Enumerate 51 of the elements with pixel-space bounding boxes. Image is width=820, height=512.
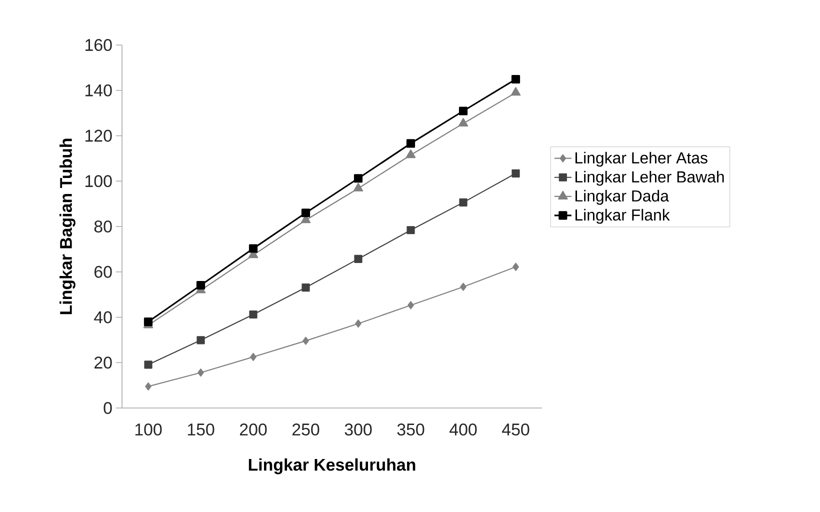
x-tick-label: 300 — [344, 424, 372, 436]
y-tick-label: 0 — [104, 402, 112, 414]
point — [302, 283, 310, 292]
point — [460, 282, 466, 291]
x-tick-label: 200 — [240, 424, 267, 436]
x-axis-title: Lingkar Keseluruhan — [248, 458, 416, 474]
point — [301, 208, 310, 218]
point — [406, 139, 416, 148]
point — [406, 226, 415, 234]
point — [408, 301, 414, 310]
point — [354, 174, 363, 183]
x-tick-label: 150 — [188, 424, 214, 436]
y-tick-label: 100 — [86, 175, 112, 188]
y-tick-label: 80 — [94, 220, 112, 232]
point — [459, 198, 468, 206]
point — [458, 106, 468, 116]
y-tick-label: 140 — [86, 84, 112, 96]
point — [511, 74, 520, 84]
point — [510, 87, 521, 96]
legend-label: Lingkar Flank — [576, 208, 670, 224]
point — [248, 244, 258, 253]
point — [145, 382, 152, 390]
point — [353, 182, 364, 192]
legend-label: Lingkar Leher Bawah — [576, 170, 724, 186]
x-tick-label: 350 — [397, 424, 424, 436]
legend-label: Lingkar Leher Atas — [576, 152, 708, 167]
legend-label: Lingkar Dada — [576, 190, 669, 205]
y-axis-title: Lingkar Bagian Tubuh — [60, 138, 76, 314]
point — [302, 336, 309, 345]
y-tick-label: 40 — [94, 311, 112, 324]
point — [249, 310, 258, 319]
point — [354, 254, 362, 263]
point — [512, 169, 520, 178]
x-tick-label: 400 — [450, 424, 477, 436]
point — [458, 118, 468, 127]
x-tick-label: 100 — [135, 424, 162, 436]
point — [198, 368, 204, 377]
y-tick-label: 160 — [86, 38, 112, 51]
y-tick-label: 60 — [94, 266, 112, 278]
point — [144, 317, 153, 326]
point — [355, 320, 362, 328]
x-tick-label: 250 — [292, 424, 320, 436]
point — [250, 352, 256, 361]
y-tick-label: 120 — [86, 130, 112, 142]
point — [196, 280, 206, 290]
point — [144, 360, 152, 369]
x-tick-label: 450 — [502, 424, 530, 436]
point — [512, 262, 519, 271]
y-tick-label: 20 — [94, 356, 112, 369]
point — [406, 149, 416, 158]
point — [196, 336, 205, 344]
